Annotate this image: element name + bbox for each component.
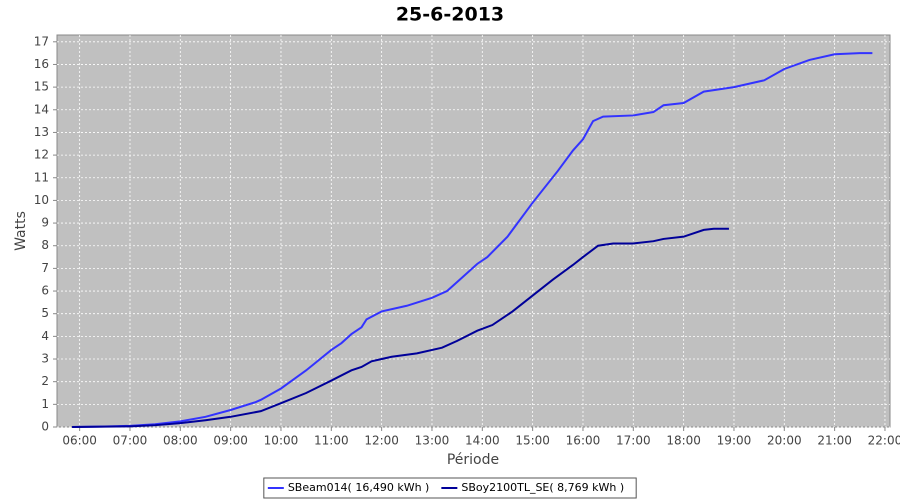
x-tick-label: 19:00 (717, 434, 752, 448)
x-tick-label: 08:00 (163, 434, 198, 448)
y-tick-label: 1 (41, 397, 49, 411)
y-tick-label: 5 (41, 306, 49, 320)
x-tick-label: 20:00 (767, 434, 802, 448)
y-tick-label: 4 (41, 329, 49, 343)
x-tick-label: 06:00 (62, 434, 97, 448)
y-tick-label: 16 (34, 57, 49, 71)
y-tick-label: 0 (41, 420, 49, 434)
x-tick-label: 14:00 (465, 434, 500, 448)
x-tick-label: 09:00 (213, 434, 248, 448)
y-tick-label: 13 (34, 125, 49, 139)
chart-title: 25-6-2013 (396, 4, 504, 26)
x-tick-label: 12:00 (364, 434, 399, 448)
x-axis-label: Période (447, 452, 499, 468)
y-tick-label: 12 (34, 148, 49, 162)
x-tick-label: 10:00 (264, 434, 299, 448)
legend-label: SBoy2100TL_SE( 8,769 kWh ) (461, 481, 624, 494)
x-tick-label: 16:00 (566, 434, 601, 448)
y-tick-label: 2 (41, 374, 49, 388)
y-tick-label: 7 (41, 261, 49, 275)
x-tick-label: 21:00 (817, 434, 852, 448)
y-tick-label: 9 (41, 216, 49, 230)
series-line (72, 227, 729, 428)
y-tick-label: 8 (41, 238, 49, 252)
y-tick-label: 6 (41, 284, 49, 298)
y-tick-label: 15 (34, 80, 49, 94)
y-tick-label: 11 (34, 170, 49, 184)
legend-label: SBeam014( 16,490 kWh ) (288, 481, 430, 494)
x-tick-label: 07:00 (113, 434, 148, 448)
x-tick-label: 11:00 (314, 434, 349, 448)
y-tick-label: 3 (41, 352, 49, 366)
x-tick-label: 22:00 (868, 434, 900, 448)
series-line (72, 52, 873, 428)
y-axis-label: Watts (13, 211, 29, 251)
plot-area (56, 34, 891, 428)
x-tick-label: 18:00 (666, 434, 701, 448)
x-tick-label: 13:00 (415, 434, 450, 448)
x-tick-label: 17:00 (616, 434, 651, 448)
y-tick-label: 14 (34, 102, 49, 116)
y-tick-label: 10 (34, 193, 49, 207)
x-tick-label: 15:00 (515, 434, 550, 448)
y-tick-label: 17 (34, 34, 49, 48)
